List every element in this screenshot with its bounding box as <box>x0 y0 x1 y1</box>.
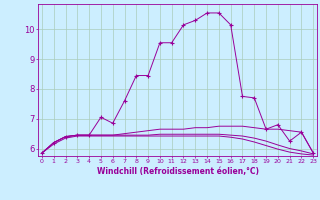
X-axis label: Windchill (Refroidissement éolien,°C): Windchill (Refroidissement éolien,°C) <box>97 167 259 176</box>
